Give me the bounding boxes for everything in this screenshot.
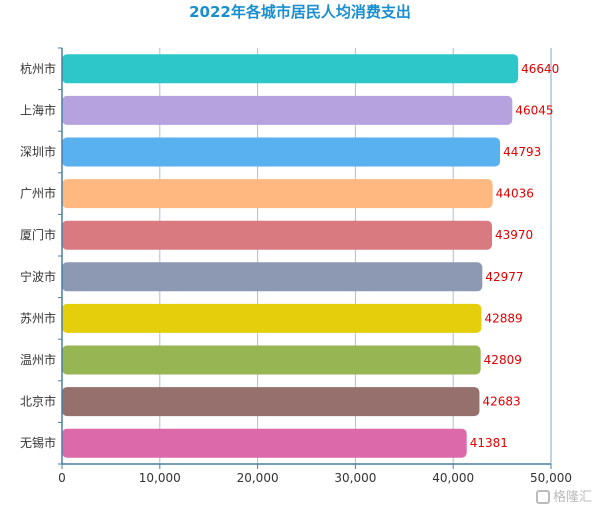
bar — [62, 387, 480, 417]
data-label: 46640 — [521, 62, 559, 76]
bar — [62, 220, 493, 250]
data-label: 41381 — [470, 436, 508, 450]
data-label: 42977 — [485, 270, 523, 284]
bar — [62, 137, 501, 167]
x-tick-label: 30,000 — [334, 471, 376, 485]
bar — [62, 54, 519, 84]
bar — [62, 262, 483, 292]
x-tick-label: 20,000 — [237, 471, 279, 485]
data-label: 46045 — [515, 103, 553, 117]
category-label: 无锡市 — [20, 435, 56, 450]
data-label: 44793 — [503, 145, 541, 159]
bar — [62, 179, 493, 209]
watermark: 格隆汇 — [535, 486, 592, 505]
data-label: 42683 — [482, 395, 520, 409]
data-label: 42889 — [484, 311, 522, 325]
bar — [62, 303, 482, 333]
category-label: 温州市 — [20, 352, 56, 367]
bar — [62, 95, 513, 125]
watermark-logo-icon — [535, 490, 550, 504]
watermark-text: 格隆汇 — [552, 490, 592, 505]
category-label: 北京市 — [20, 394, 56, 409]
bar — [62, 345, 481, 375]
x-tick-label: 50,000 — [530, 471, 572, 485]
x-tick-label: 0 — [58, 471, 66, 485]
category-label: 宁波市 — [20, 269, 56, 284]
x-tick-label: 10,000 — [139, 471, 181, 485]
category-label: 上海市 — [20, 102, 56, 117]
data-label: 43970 — [495, 228, 533, 242]
chart-title: 2022年各城市居民人均消费支出 — [189, 3, 411, 21]
category-label: 苏州市 — [20, 310, 56, 325]
data-label: 42809 — [484, 353, 522, 367]
x-tick-label: 40,000 — [432, 471, 474, 485]
category-label: 深圳市 — [20, 144, 56, 159]
category-label: 广州市 — [20, 186, 56, 201]
category-label: 杭州市 — [20, 61, 56, 76]
bar — [62, 428, 467, 458]
data-label: 44036 — [496, 187, 534, 201]
category-label: 厦门市 — [20, 227, 56, 242]
